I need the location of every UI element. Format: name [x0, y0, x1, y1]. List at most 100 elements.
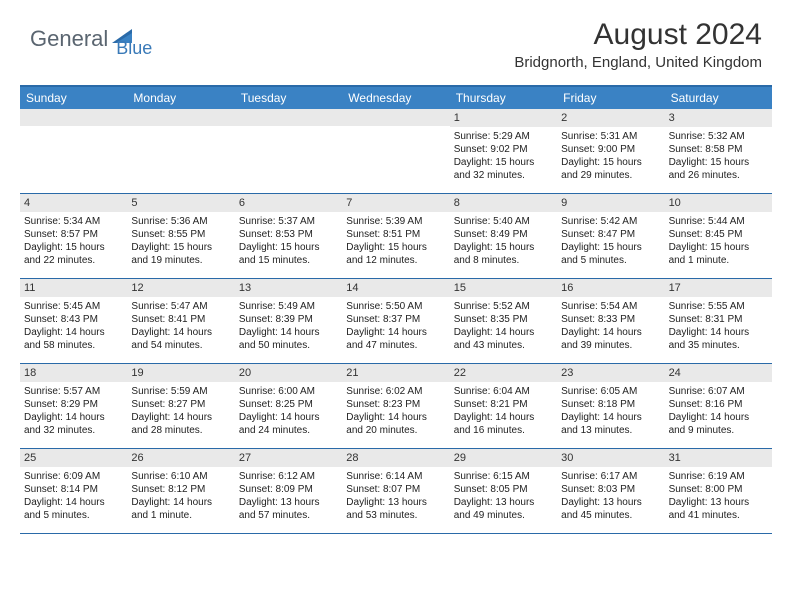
- daylight-text: Daylight: 15 hours and 12 minutes.: [346, 241, 445, 267]
- day-number: 9: [557, 194, 664, 212]
- daylight-text: Daylight: 15 hours and 32 minutes.: [454, 156, 553, 182]
- daylight-text: Daylight: 14 hours and 16 minutes.: [454, 411, 553, 437]
- daylight-text: Daylight: 14 hours and 54 minutes.: [131, 326, 230, 352]
- daylight-text: Daylight: 14 hours and 24 minutes.: [239, 411, 338, 437]
- day-number: 6: [235, 194, 342, 212]
- sunrise-text: Sunrise: 6:05 AM: [561, 385, 660, 398]
- title-block: August 2024 Bridgnorth, England, United …: [514, 18, 762, 71]
- daylight-text: Daylight: 15 hours and 22 minutes.: [24, 241, 123, 267]
- sunrise-text: Sunrise: 5:47 AM: [131, 300, 230, 313]
- day-number: 27: [235, 449, 342, 467]
- day-number: 17: [665, 279, 772, 297]
- sunset-text: Sunset: 8:55 PM: [131, 228, 230, 241]
- sunrise-text: Sunrise: 5:44 AM: [669, 215, 768, 228]
- daylight-text: Daylight: 14 hours and 28 minutes.: [131, 411, 230, 437]
- week-row: 11Sunrise: 5:45 AMSunset: 8:43 PMDayligh…: [20, 279, 772, 364]
- day-number: 23: [557, 364, 664, 382]
- sunrise-text: Sunrise: 5:49 AM: [239, 300, 338, 313]
- daylight-text: Daylight: 14 hours and 39 minutes.: [561, 326, 660, 352]
- sunset-text: Sunset: 8:35 PM: [454, 313, 553, 326]
- sunrise-text: Sunrise: 5:36 AM: [131, 215, 230, 228]
- day-cell: [127, 109, 234, 193]
- logo-text-blue: Blue: [116, 38, 152, 59]
- sunset-text: Sunset: 8:33 PM: [561, 313, 660, 326]
- sunrise-text: Sunrise: 6:19 AM: [669, 470, 768, 483]
- sunset-text: Sunset: 8:53 PM: [239, 228, 338, 241]
- sunrise-text: Sunrise: 5:54 AM: [561, 300, 660, 313]
- sunrise-text: Sunrise: 5:50 AM: [346, 300, 445, 313]
- day-number: 26: [127, 449, 234, 467]
- day-number: 12: [127, 279, 234, 297]
- daylight-text: Daylight: 13 hours and 45 minutes.: [561, 496, 660, 522]
- day-cell: 9Sunrise: 5:42 AMSunset: 8:47 PMDaylight…: [557, 194, 664, 278]
- day-cell: 17Sunrise: 5:55 AMSunset: 8:31 PMDayligh…: [665, 279, 772, 363]
- sunset-text: Sunset: 8:57 PM: [24, 228, 123, 241]
- daylight-text: Daylight: 15 hours and 5 minutes.: [561, 241, 660, 267]
- sunset-text: Sunset: 8:05 PM: [454, 483, 553, 496]
- day-cell: 26Sunrise: 6:10 AMSunset: 8:12 PMDayligh…: [127, 449, 234, 533]
- day-cell: 6 Sunrise: 5:37 AMSunset: 8:53 PMDaylight…: [235, 194, 342, 278]
- sunset-text: Sunset: 8:21 PM: [454, 398, 553, 411]
- day-number: 8: [450, 194, 557, 212]
- sunset-text: Sunset: 8:03 PM: [561, 483, 660, 496]
- sunrise-text: Sunrise: 5:31 AM: [561, 130, 660, 143]
- day-number-empty: [342, 109, 449, 126]
- day-cell: 2Sunrise: 5:31 AMSunset: 9:00 PMDaylight…: [557, 109, 664, 193]
- day-cell: 14Sunrise: 5:50 AMSunset: 8:37 PMDayligh…: [342, 279, 449, 363]
- day-number-empty: [127, 109, 234, 126]
- sunset-text: Sunset: 8:18 PM: [561, 398, 660, 411]
- sunset-text: Sunset: 8:12 PM: [131, 483, 230, 496]
- daylight-text: Daylight: 14 hours and 5 minutes.: [24, 496, 123, 522]
- day-number: 4: [20, 194, 127, 212]
- sunrise-text: Sunrise: 5:29 AM: [454, 130, 553, 143]
- sunrise-text: Sunrise: 5:42 AM: [561, 215, 660, 228]
- sunset-text: Sunset: 8:43 PM: [24, 313, 123, 326]
- sunrise-text: Sunrise: 6:07 AM: [669, 385, 768, 398]
- location: Bridgnorth, England, United Kingdom: [514, 54, 762, 71]
- month-title: August 2024: [514, 18, 762, 52]
- day-number: 29: [450, 449, 557, 467]
- sunset-text: Sunset: 9:00 PM: [561, 143, 660, 156]
- day-cell: 11Sunrise: 5:45 AMSunset: 8:43 PMDayligh…: [20, 279, 127, 363]
- day-cell: 20Sunrise: 6:00 AMSunset: 8:25 PMDayligh…: [235, 364, 342, 448]
- sunrise-text: Sunrise: 5:59 AM: [131, 385, 230, 398]
- sunrise-text: Sunrise: 6:00 AM: [239, 385, 338, 398]
- day-cell: 25Sunrise: 6:09 AMSunset: 8:14 PMDayligh…: [20, 449, 127, 533]
- day-cell: 28Sunrise: 6:14 AMSunset: 8:07 PMDayligh…: [342, 449, 449, 533]
- day-number: 31: [665, 449, 772, 467]
- day-cell: [235, 109, 342, 193]
- sunset-text: Sunset: 8:41 PM: [131, 313, 230, 326]
- sunrise-text: Sunrise: 6:14 AM: [346, 470, 445, 483]
- sunset-text: Sunset: 8:39 PM: [239, 313, 338, 326]
- day-number: 16: [557, 279, 664, 297]
- day-cell: 21Sunrise: 6:02 AMSunset: 8:23 PMDayligh…: [342, 364, 449, 448]
- sunset-text: Sunset: 8:14 PM: [24, 483, 123, 496]
- daylight-text: Daylight: 15 hours and 15 minutes.: [239, 241, 338, 267]
- sunset-text: Sunset: 8:16 PM: [669, 398, 768, 411]
- day-cell: 1Sunrise: 5:29 AMSunset: 9:02 PMDaylight…: [450, 109, 557, 193]
- day-number: 13: [235, 279, 342, 297]
- day-number: 5: [127, 194, 234, 212]
- week-row: 4Sunrise: 5:34 AMSunset: 8:57 PMDaylight…: [20, 194, 772, 279]
- sunset-text: Sunset: 8:23 PM: [346, 398, 445, 411]
- sunset-text: Sunset: 8:29 PM: [24, 398, 123, 411]
- header: General Blue August 2024 Bridgnorth, Eng…: [0, 0, 792, 77]
- daylight-text: Daylight: 15 hours and 8 minutes.: [454, 241, 553, 267]
- sunrise-text: Sunrise: 5:37 AM: [239, 215, 338, 228]
- day-number: 14: [342, 279, 449, 297]
- day-cell: 12 Sunrise: 5:47 AMSunset: 8:41 PMDayligh…: [127, 279, 234, 363]
- sunset-text: Sunset: 8:37 PM: [346, 313, 445, 326]
- daylight-text: Daylight: 14 hours and 9 minutes.: [669, 411, 768, 437]
- daylight-text: Daylight: 13 hours and 49 minutes.: [454, 496, 553, 522]
- calendar: SundayMondayTuesdayWednesdayThursdayFrid…: [20, 85, 772, 534]
- day-number: 20: [235, 364, 342, 382]
- sunset-text: Sunset: 8:51 PM: [346, 228, 445, 241]
- day-header: Monday: [127, 87, 234, 109]
- sunset-text: Sunset: 8:07 PM: [346, 483, 445, 496]
- day-number: 28: [342, 449, 449, 467]
- sunrise-text: Sunrise: 6:02 AM: [346, 385, 445, 398]
- week-row: 1Sunrise: 5:29 AMSunset: 9:02 PMDaylight…: [20, 109, 772, 194]
- day-cell: 30Sunrise: 6:17 AMSunset: 8:03 PMDayligh…: [557, 449, 664, 533]
- daylight-text: Daylight: 14 hours and 58 minutes.: [24, 326, 123, 352]
- sunset-text: Sunset: 8:31 PM: [669, 313, 768, 326]
